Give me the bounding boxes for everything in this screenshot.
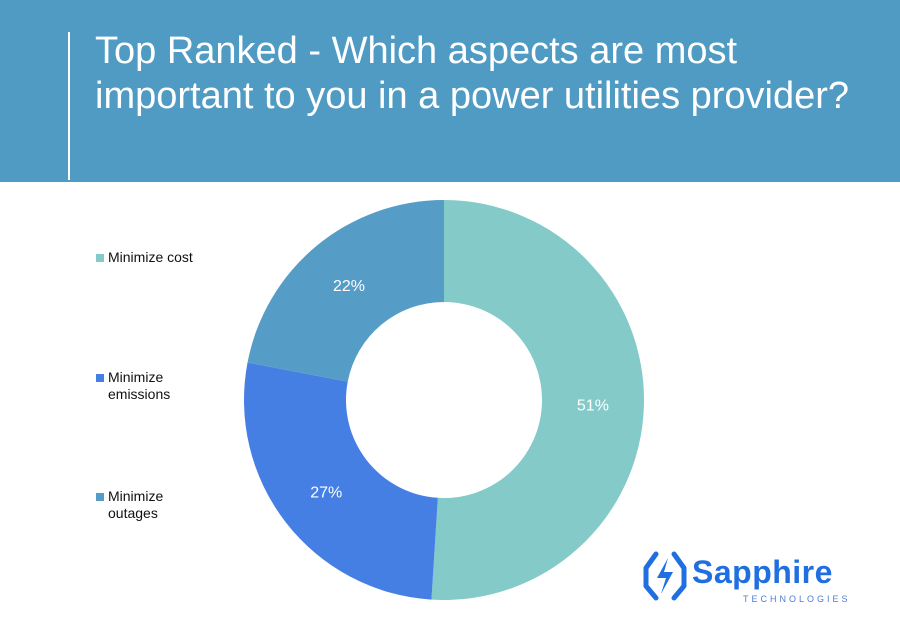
legend-label: Minimize cost bbox=[108, 249, 193, 265]
legend-item-minimize-emissions: Minimize emissions bbox=[96, 369, 186, 403]
sapphire-bolt-icon bbox=[643, 551, 687, 601]
donut-slice-minimize-outages bbox=[247, 200, 444, 382]
data-label: 22% bbox=[333, 278, 365, 295]
donut-slice-minimize-cost bbox=[431, 200, 645, 601]
logo-tagline: TECHNOLOGIES bbox=[743, 594, 851, 604]
donut-slice-minimize-emissions bbox=[243, 362, 438, 600]
data-label: 27% bbox=[310, 484, 342, 501]
title-divider bbox=[68, 32, 70, 180]
title-banner: Top Ranked - Which aspects are most impo… bbox=[0, 0, 900, 182]
legend-swatch bbox=[96, 493, 104, 501]
legend-swatch bbox=[96, 374, 104, 382]
logo-wordmark: Sapphire bbox=[692, 554, 833, 590]
legend-label: Minimize outages bbox=[108, 488, 164, 521]
sapphire-logo: Sapphire TECHNOLOGIES bbox=[640, 548, 850, 608]
slide-title: Top Ranked - Which aspects are most impo… bbox=[95, 30, 850, 117]
legend-swatch bbox=[96, 254, 104, 262]
legend-item-minimize-cost: Minimize cost bbox=[96, 249, 236, 266]
legend-item-minimize-outages: Minimize outages bbox=[96, 488, 186, 522]
legend-label: Minimize emissions bbox=[108, 369, 171, 402]
data-label: 51% bbox=[577, 398, 609, 415]
